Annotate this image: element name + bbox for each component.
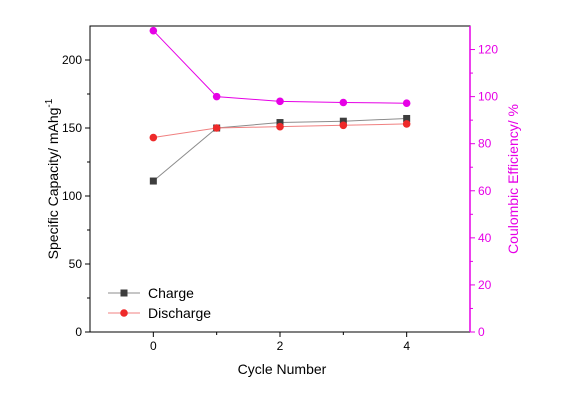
- series-point-1: [212, 124, 221, 132]
- series-point-2: [339, 98, 348, 107]
- series-point-2: [276, 97, 284, 106]
- x-tick-label: 4: [403, 339, 410, 353]
- left-y-tick-label: 100: [62, 189, 82, 203]
- x-tick-label: 2: [277, 339, 284, 353]
- right-y-tick-label: 40: [478, 231, 492, 245]
- series-point-2: [149, 26, 158, 35]
- left-axis-label: Specific Capacity/ mAhg-1: [44, 98, 61, 259]
- right-axis-label: Coulombic Efficiency/ %: [505, 104, 521, 254]
- left-y-tick-label: 200: [62, 53, 82, 67]
- series-point-1: [149, 133, 158, 142]
- right-y-tick-label: 60: [478, 184, 492, 198]
- right-y-tick-label: 80: [478, 137, 492, 151]
- series-point-0: [149, 177, 157, 185]
- series-point-0: [276, 119, 284, 127]
- plot-area-frame: [89, 25, 471, 333]
- right-y-tick-label: 120: [478, 43, 498, 57]
- x-axis-label: Cycle Number: [238, 361, 327, 377]
- left-y-tick-label: 150: [62, 121, 82, 135]
- series-point-1: [339, 121, 348, 130]
- left-axis-label-superscript: -1: [44, 98, 55, 107]
- legend-marker-1: [120, 309, 128, 317]
- right-y-tick-label: 100: [478, 90, 498, 104]
- legend: Charge Discharge: [108, 285, 211, 321]
- left-y-tick-label: 50: [69, 257, 83, 271]
- series-point-1: [276, 122, 284, 131]
- legend-label-1: Discharge: [148, 305, 211, 321]
- series-point-0: [339, 117, 347, 125]
- right-y-tick-label: 0: [478, 325, 485, 339]
- series-point-1: [402, 120, 411, 128]
- series-layer: [149, 26, 411, 185]
- x-tick-label: 0: [150, 339, 157, 353]
- right-y-tick-label: 20: [478, 278, 492, 292]
- left-y-tick-label: 0: [75, 325, 82, 339]
- series-line-2: [152, 30, 407, 104]
- legend-label-0: Charge: [148, 285, 194, 301]
- series-point-2: [402, 99, 411, 108]
- left-axis-label-main: Specific Capacity/ mAhg: [45, 108, 61, 260]
- series-point-2: [212, 92, 221, 101]
- legend-marker-0: [120, 289, 128, 297]
- series-point-0: [403, 114, 411, 122]
